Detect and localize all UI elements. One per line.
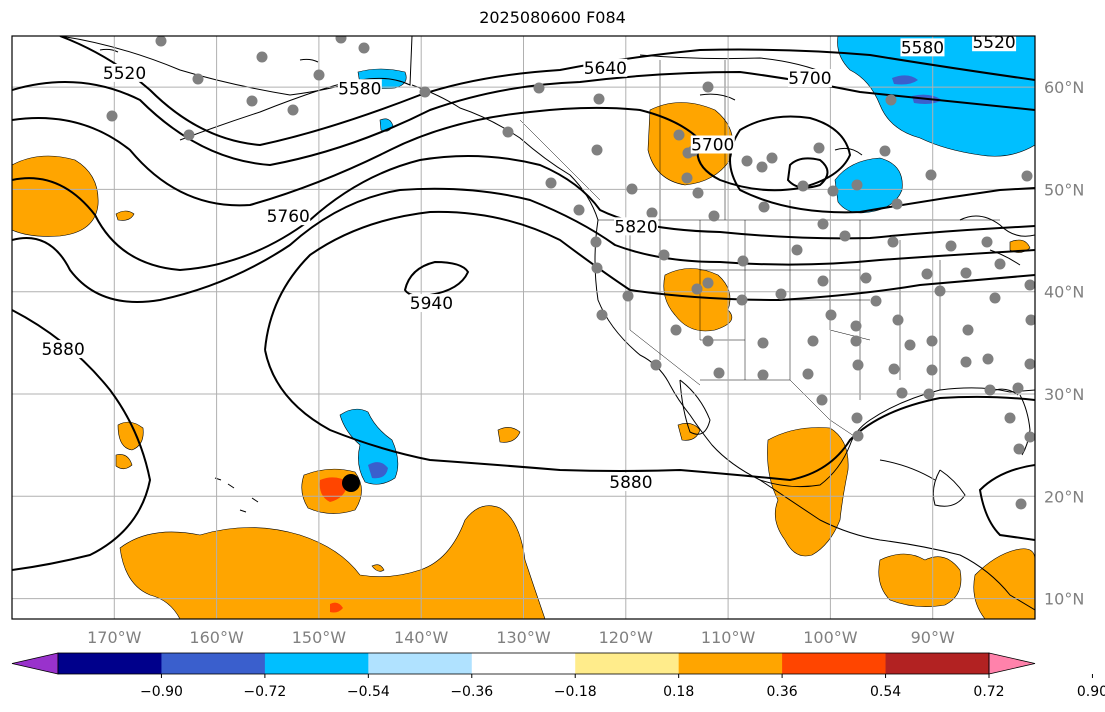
- positive-anomaly-shading: [12, 102, 1035, 619]
- contour-label: 5820: [614, 217, 657, 237]
- map-panel: 5520 5580 5640 5700 5700 5760 5820 5940 5880 5880…: [12, 33, 1035, 619]
- contour-label-background: [409, 294, 454, 313]
- latitude-tick-labels: 60°N 50°N 40°N 30°N 20°N 10°N: [1044, 78, 1084, 608]
- colorbar-segment: [885, 653, 990, 674]
- colorbar-tick-label: 0.72: [973, 684, 1004, 700]
- contour-label: 5940: [410, 294, 453, 314]
- lon-tick-label: 140°W: [394, 628, 449, 647]
- contour-labels: 5520 5580 5640 5700 5700 5760 5820 5940 5880 5880…: [41, 33, 1017, 493]
- contour-label-background: [102, 63, 147, 82]
- colorbar-segment: [678, 653, 783, 674]
- colorbar-tick-label: −0.36: [450, 684, 493, 700]
- colorbar-outline: [57, 652, 990, 675]
- colorbar-extend-low: [11, 652, 59, 675]
- colorbar-tick-label: −0.90: [140, 684, 183, 700]
- lat-tick-label: 60°N: [1044, 78, 1084, 97]
- lon-tick-label: 170°W: [87, 628, 142, 647]
- coastlines: [59, 36, 1035, 611]
- station-dots: [106, 36, 1035, 510]
- contour-label: 5580: [901, 38, 944, 58]
- colorbar-tick-label: −0.18: [554, 684, 597, 700]
- colorbar-tick-label: 0.54: [870, 684, 901, 700]
- colorbar-tick-label: −0.54: [347, 684, 390, 700]
- colorbar-segment: [782, 653, 887, 674]
- lon-tick-label: 150°W: [292, 628, 347, 647]
- colorbar-extend-high: [988, 652, 1036, 675]
- lon-tick-label: 130°W: [496, 628, 551, 647]
- lon-tick-label: 90°W: [911, 628, 955, 647]
- colorbar-tick-label: 0.18: [663, 684, 694, 700]
- colorbar-segment: [161, 653, 266, 674]
- lon-tick-label: 160°W: [189, 628, 244, 647]
- contour-label-background: [608, 473, 653, 492]
- contour-label: 5640: [584, 59, 627, 79]
- map-frame: [11, 35, 1036, 620]
- contour-label-background: [614, 217, 659, 236]
- colorbar-tick-label: −0.72: [243, 684, 286, 700]
- lat-tick-label: 40°N: [1044, 283, 1084, 302]
- lat-tick-label: 10°N: [1044, 590, 1084, 609]
- contour-label: 5700: [691, 136, 734, 156]
- contour-label-background: [787, 69, 832, 88]
- colorbar-segment: [264, 653, 369, 674]
- lon-tick-label: 110°W: [701, 628, 756, 647]
- station-marker: [342, 474, 360, 492]
- lon-tick-label: 120°W: [599, 628, 654, 647]
- colorbar-segment: [471, 653, 576, 674]
- contour-label-background: [900, 38, 945, 57]
- colorbar-segment: [58, 653, 162, 674]
- contour-label: 5880: [609, 473, 652, 493]
- contour-label: 5760: [267, 207, 310, 227]
- gridlines: [12, 36, 1035, 619]
- lat-tick-label: 30°N: [1044, 385, 1084, 404]
- contour-label: 5880: [42, 340, 85, 360]
- contour-label-background: [41, 340, 86, 359]
- colorbar: −0.90 −0.72 −0.54 −0.36 −0.18 0.18 0.36 0.54 0.7…: [11, 652, 1105, 700]
- longitude-tick-labels: 170°W 160°W 150°W 140°W 130°W 120°W 110°W 100°W…: [87, 628, 955, 647]
- colorbar-segment: [575, 653, 680, 674]
- contour-label: 5520: [972, 33, 1015, 53]
- contour-label-background: [337, 79, 382, 98]
- colorbar-tick-label: 0.36: [767, 684, 798, 700]
- contour-label-background: [266, 207, 311, 226]
- colorbar-segment: [368, 653, 473, 674]
- lat-tick-label: 20°N: [1044, 487, 1084, 506]
- map-title: 2025080600 F084: [479, 8, 626, 27]
- lat-tick-label: 50°N: [1044, 180, 1084, 199]
- contour-label-background: [583, 58, 628, 77]
- contour-label: 5700: [788, 69, 831, 89]
- contour-label-background: [972, 36, 1017, 52]
- colorbar-tick-label: 0.90: [1077, 684, 1105, 700]
- lon-tick-label: 100°W: [803, 628, 858, 647]
- contour-label: 5520: [103, 64, 146, 84]
- contour-label-background: [690, 135, 735, 154]
- contour-label: 5580: [338, 79, 381, 99]
